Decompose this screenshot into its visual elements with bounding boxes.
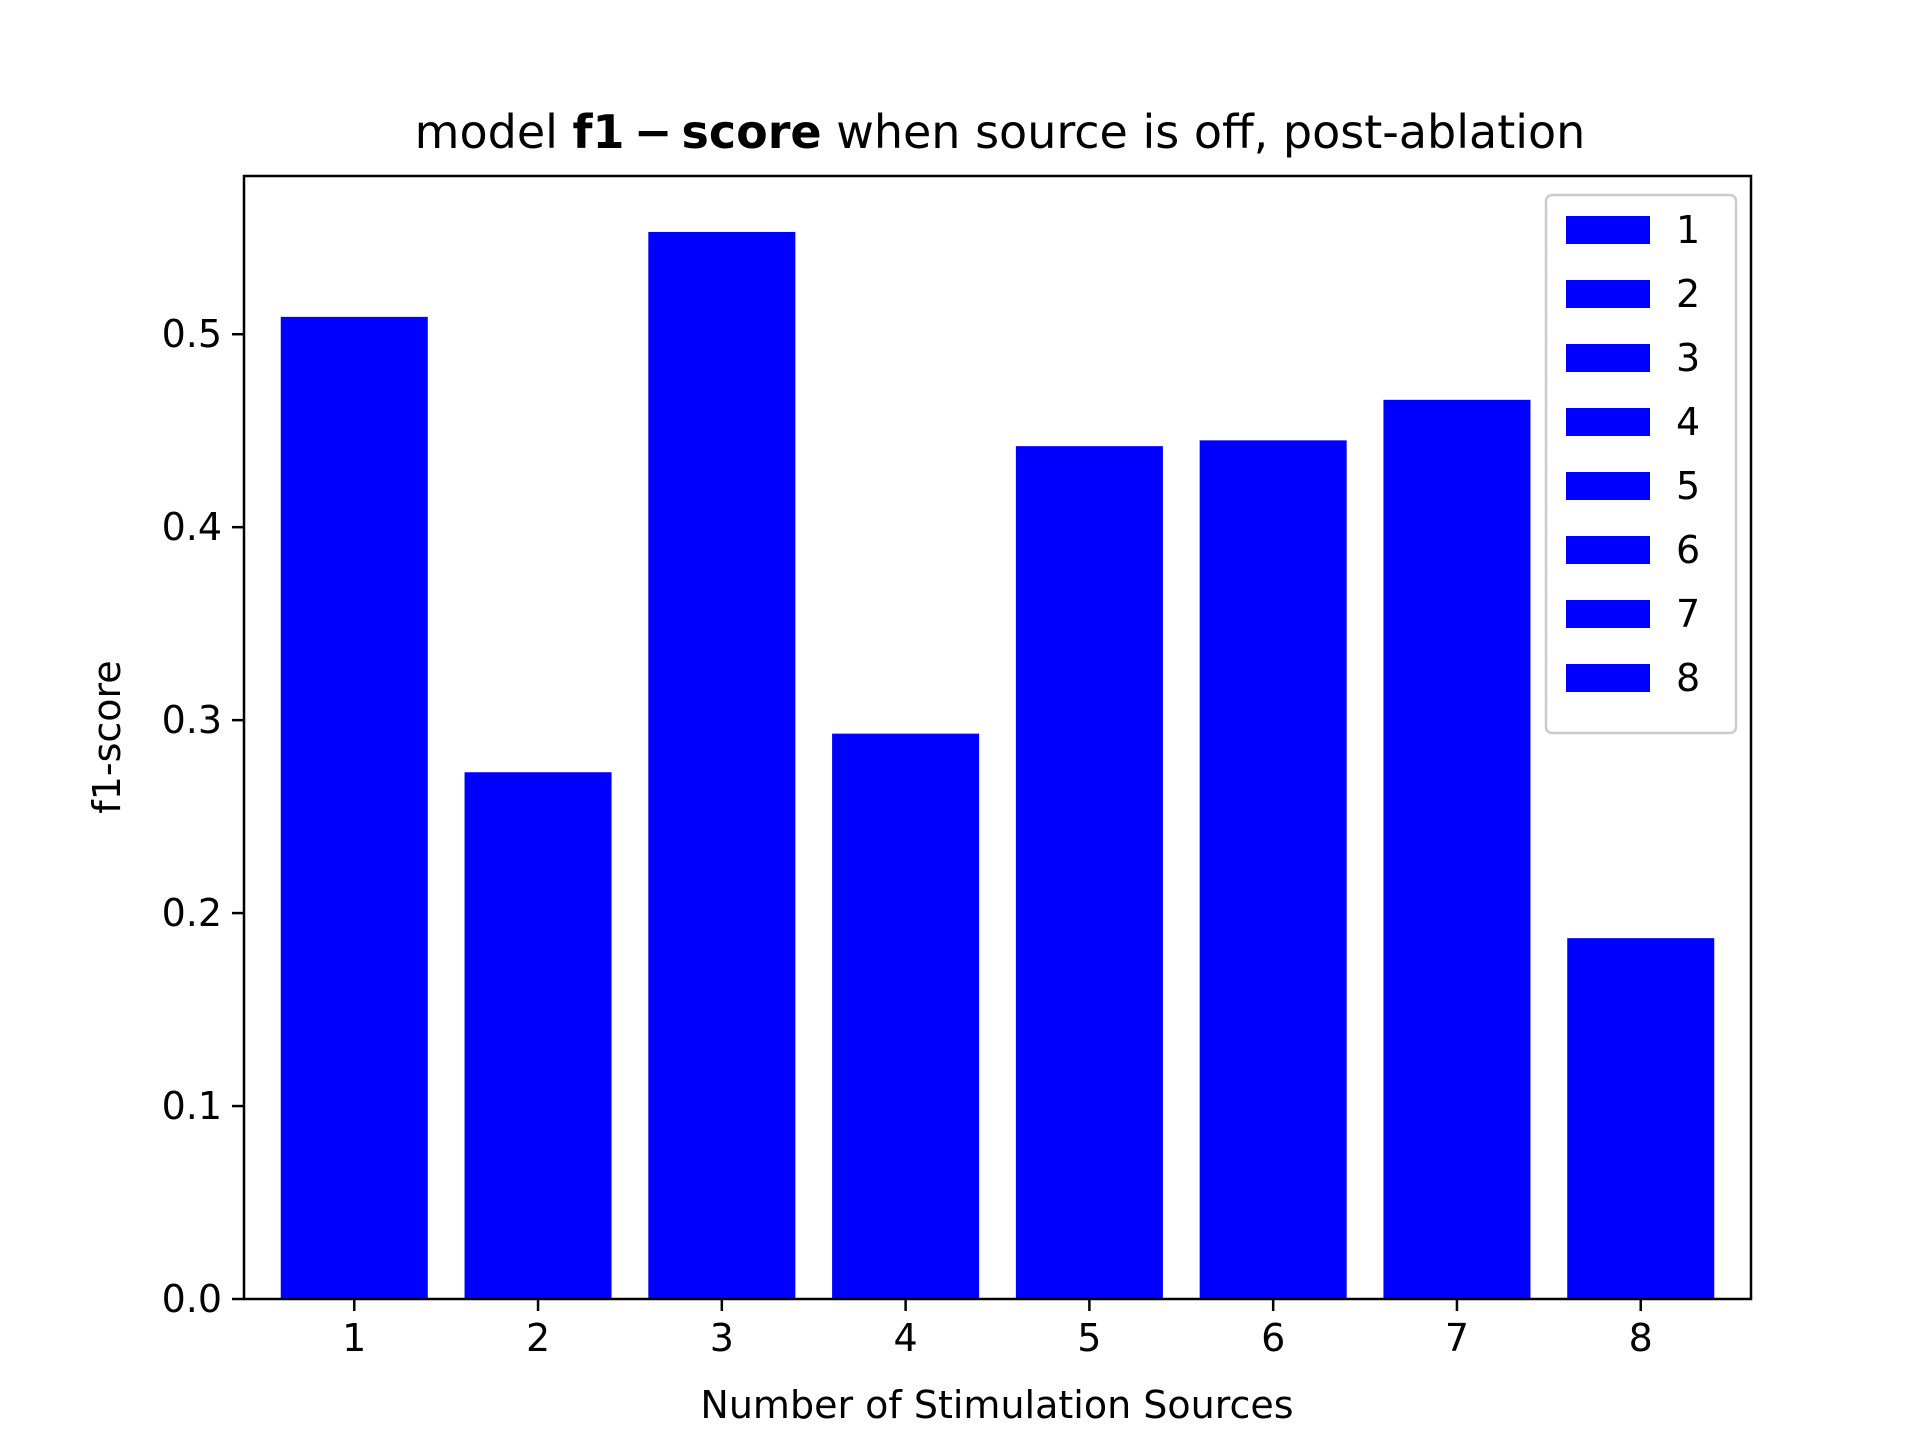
bar-2 [464,772,612,1299]
chart-title: model f1 − score when source is off, pos… [415,105,1586,159]
legend-entry-label: 4 [1676,400,1700,444]
legend-swatch [1566,280,1650,308]
legend-entry-label: 5 [1676,464,1700,508]
y-axis-label: f1-score [85,660,129,813]
legend-swatch [1566,472,1650,500]
bar-3 [648,231,796,1300]
x-axis: 1 2 3 4 5 6 7 8 [342,1299,1653,1360]
bar-series [280,231,1715,1300]
legend: 1 2 3 4 5 6 7 8 [1544,193,1738,735]
bar-4 [832,733,980,1299]
x-tick-label: 5 [1077,1316,1101,1360]
legend-entry-label: 3 [1676,336,1700,380]
legend-frame [1544,193,1738,735]
bar-5 [1015,446,1163,1299]
legend-swatch [1566,344,1650,372]
y-tick-label: 0.4 [162,505,222,549]
y-tick-label: 0.0 [162,1277,222,1321]
legend-swatch [1566,408,1650,436]
legend-entry-label: 7 [1676,592,1700,636]
legend-entry-label: 1 [1676,208,1700,252]
x-tick-label: 6 [1261,1316,1285,1360]
x-tick-label: 4 [894,1316,918,1360]
bar-6 [1199,440,1347,1300]
plot-area-frame [242,174,1753,1301]
x-tick-label: 2 [526,1316,550,1360]
chart-title-bold: f1 − score [573,105,822,159]
y-axis: 0.0 0.1 0.2 0.3 0.4 0.5 [162,312,244,1321]
legend-entry-label: 8 [1676,656,1700,700]
y-tick-label: 0.3 [162,698,222,742]
legend-swatch [1566,536,1650,564]
bar-1 [280,316,428,1299]
x-tick-label: 7 [1445,1316,1469,1360]
bar-8 [1567,938,1715,1299]
chart-title-suffix: when source is off, post-ablation [822,105,1586,159]
legend-swatch [1566,600,1650,628]
legend-entry-label: 6 [1676,528,1700,572]
legend-swatch [1566,216,1650,244]
y-tick-label: 0.5 [162,312,222,356]
legend-entry-label: 2 [1676,272,1700,316]
chart-title-prefix: model [415,105,573,159]
x-tick-label: 3 [710,1316,734,1360]
legend-swatch [1566,664,1650,692]
bar-7 [1383,399,1531,1299]
x-axis-label: Number of Stimulation Sources [700,1383,1293,1427]
x-tick-label: 1 [342,1316,366,1360]
x-tick-label: 8 [1629,1316,1653,1360]
y-tick-label: 0.1 [162,1084,222,1128]
y-tick-label: 0.2 [162,891,222,935]
